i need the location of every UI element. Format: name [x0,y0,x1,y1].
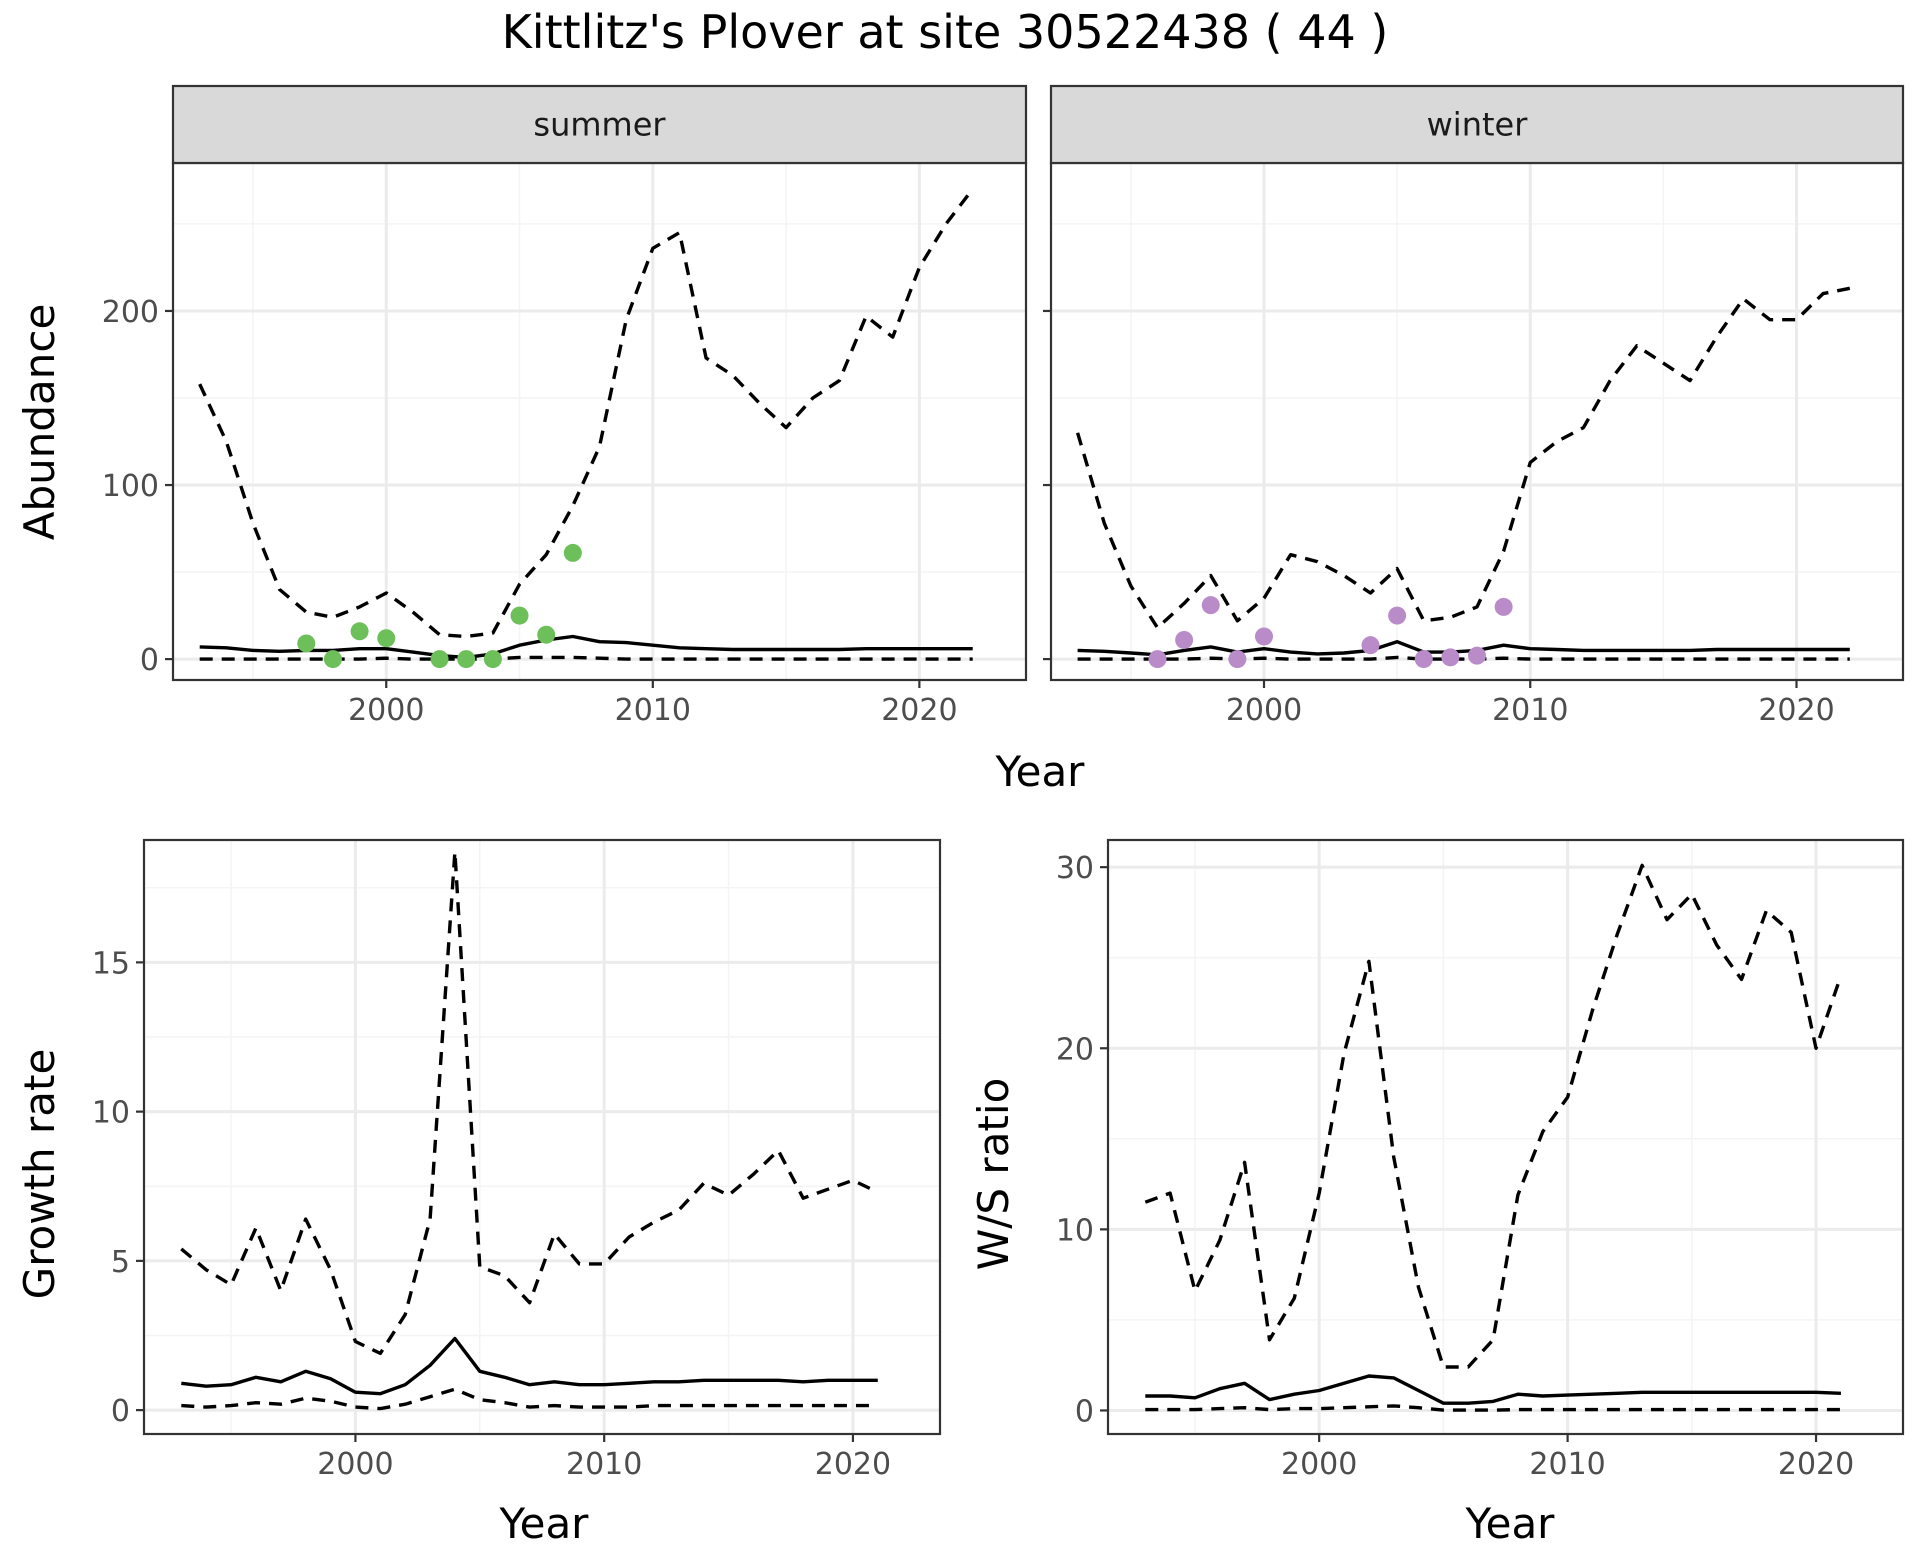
summer-x-tick-label: 2000 [348,693,424,728]
ws-ratio-panel: 2000 2010 2020 0 10 20 30 [1056,838,1905,1482]
growth-lower-line [181,1387,878,1411]
ratio-y-tick-label: 10 [1056,1213,1094,1248]
ratio-y-tick-label: 30 [1056,851,1094,886]
winter-observation-point [1414,650,1433,669]
summer-observation-point [297,634,316,653]
winter-mean-line [1077,640,1850,657]
summer-observation-point [563,543,582,562]
growth-x-tick-label: 2000 [317,1447,393,1482]
winter-observation-point [1148,650,1167,669]
winter-observation-point [1255,627,1273,646]
growth-x-tick-label: 2010 [566,1447,642,1482]
ratio-panel-border [1106,838,1905,1436]
ratio-upper-line [1144,863,1843,1369]
winter-strip [1049,84,1905,165]
summer-plot-background [173,163,1026,680]
summer-upper-line [198,188,975,639]
summer-y-tick-label: 200 [102,295,159,330]
summer-observation-point [350,622,369,641]
summer-y-tick-label: 0 [140,643,159,678]
growth-rate-panel: 2000 2010 2020 0 5 10 15 [92,838,942,1482]
winter-x-tick-label: 2000 [1226,693,1302,728]
winter-upper-line [1075,286,1851,630]
main-title: Kittlitz's Plover at site 30522438 ( 44 … [502,5,1389,59]
ratio-x-tick-label: 2000 [1281,1447,1357,1482]
ratio-y-tick-label: 20 [1056,1032,1094,1067]
summer-y-tick-label: 100 [102,469,159,504]
summer-observation-point [377,629,396,648]
ratio-lower-line [1145,1404,1841,1412]
summer-observation-point [457,650,476,669]
abundance-y-axis-title: Abundance [15,304,64,541]
winter-observation-point [1468,646,1486,665]
summer-observation-point [510,606,529,625]
winter-observation-point [1228,650,1247,669]
summer-observation-point [430,650,449,669]
growth-mean-line [181,1336,878,1396]
growth-x-tick-label: 2020 [815,1447,891,1482]
growth-y-tick-label: 5 [111,1245,130,1280]
summer-x-tick-label: 2010 [615,693,691,728]
winter-lower-line [1077,655,1850,661]
summer-observation-point [537,625,556,644]
winter-observation-point [1388,606,1407,625]
growth-y-tick-label: 15 [92,946,130,981]
ratio-mean-line [1145,1374,1841,1405]
growth-y-axis-title: Growth rate [15,1049,64,1300]
growth-y-tick-label: 0 [111,1394,130,1429]
growth-y-tick-label: 10 [92,1096,130,1131]
winter-x-tick-label: 2010 [1492,693,1568,728]
growth-panel-border [142,838,942,1436]
summer-observation-point [483,650,502,669]
winter-strip-label: winter [1427,106,1529,144]
summer-panel: summer 2000 2010 2020 0 100 200 [102,84,1028,728]
winter-observation-point [1361,636,1380,655]
growth-upper-line [180,850,879,1356]
summer-strip [171,84,1028,165]
summer-lower-line [199,655,973,661]
winter-observation-point [1441,648,1460,667]
ratio-x-tick-label: 2010 [1529,1447,1605,1482]
winter-observation-point [1201,596,1220,615]
ratio-y-axis-title: W/S ratio [969,1078,1018,1271]
winter-observation-point [1494,597,1513,616]
winter-plot-background [1051,163,1903,680]
winter-panel: winter 2000 2010 2020 [1043,84,1905,728]
summer-x-tick-label: 2020 [881,693,957,728]
winter-x-tick-label: 2020 [1758,693,1834,728]
summer-observation-point [323,650,342,669]
top-x-axis-title: Year [995,747,1086,796]
ratio-x-tick-label: 2020 [1778,1447,1854,1482]
ratio-plot-background [1108,840,1903,1434]
ratio-y-tick-label: 0 [1075,1394,1094,1429]
summer-strip-label: summer [533,106,666,144]
summer-mean-line [199,634,973,660]
winter-observation-point [1175,630,1194,649]
growth-plot-background [144,840,940,1434]
growth-x-axis-title: Year [499,1499,590,1548]
ratio-x-axis-title: Year [1465,1499,1556,1548]
